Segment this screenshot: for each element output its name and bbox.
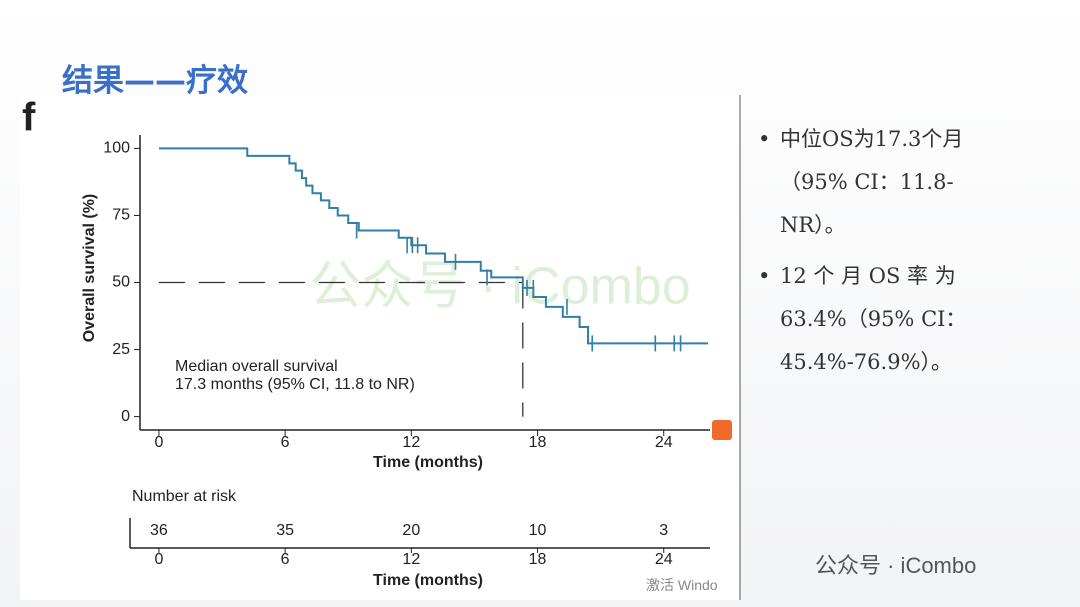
watermark: 公众号 · iCombo bbox=[309, 258, 690, 316]
y-tick-label: 100 bbox=[103, 140, 130, 157]
risk-value: 10 bbox=[529, 522, 547, 539]
bullet-text: 12 个 月 OS 率 为 63.4%（95% CI：45.4%-76.9%）。 bbox=[780, 264, 967, 374]
bullet: • 12 个 月 OS 率 为 63.4%（95% CI：45.4%-76.9%）… bbox=[758, 255, 1008, 384]
risk-tick-label: 6 bbox=[281, 551, 290, 568]
y-tick-label: 0 bbox=[121, 408, 130, 425]
x-tick-label: 6 bbox=[281, 434, 290, 451]
x-tick-label: 0 bbox=[154, 434, 163, 451]
survival-curve bbox=[158, 147, 708, 345]
watermark: 公众号 · iCombo bbox=[815, 553, 977, 578]
x-axis-label: Time (months) bbox=[373, 454, 483, 471]
y-axis-label: Overall survival (%) bbox=[81, 194, 98, 343]
x-tick-label: 24 bbox=[655, 434, 673, 451]
risk-title: Number at risk bbox=[132, 488, 237, 505]
x-tick-label: 12 bbox=[402, 434, 420, 451]
y-tick-label: 50 bbox=[112, 274, 130, 291]
icon bbox=[712, 420, 732, 440]
x-axis-label: Time (months) bbox=[373, 572, 483, 589]
y-tick-label: 25 bbox=[112, 341, 130, 358]
system-text: 激活 Windo bbox=[646, 577, 718, 593]
risk-value: 20 bbox=[402, 522, 420, 539]
panel-label: f bbox=[22, 96, 36, 140]
risk-value: 3 bbox=[659, 522, 668, 539]
risk-tick-label: 24 bbox=[655, 551, 673, 568]
risk-value: 35 bbox=[276, 522, 294, 539]
risk-tick-label: 18 bbox=[529, 551, 547, 568]
risk-value: 36 bbox=[150, 522, 168, 539]
bullet-list: • 中位OS为17.3个月（95% CI：11.8-NR）。 • 12 个 月 OS… bbox=[758, 118, 1008, 392]
y-tick-label: 75 bbox=[112, 207, 130, 224]
bullet: • 中位OS为17.3个月（95% CI：11.8-NR）。 bbox=[758, 118, 1008, 247]
annotation: 17.3 months (95% CI, 11.8 to NR) bbox=[175, 376, 415, 393]
risk-tick-label: 0 bbox=[154, 551, 163, 568]
risk-tick-label: 12 bbox=[402, 551, 420, 568]
slide-title: 结果——疗效 bbox=[62, 63, 248, 99]
bullet-text: 中位OS为17.3个月（95% CI：11.8-NR）。 bbox=[780, 127, 964, 237]
x-tick-label: 18 bbox=[529, 434, 547, 451]
annotation: Median overall survival bbox=[175, 358, 338, 375]
